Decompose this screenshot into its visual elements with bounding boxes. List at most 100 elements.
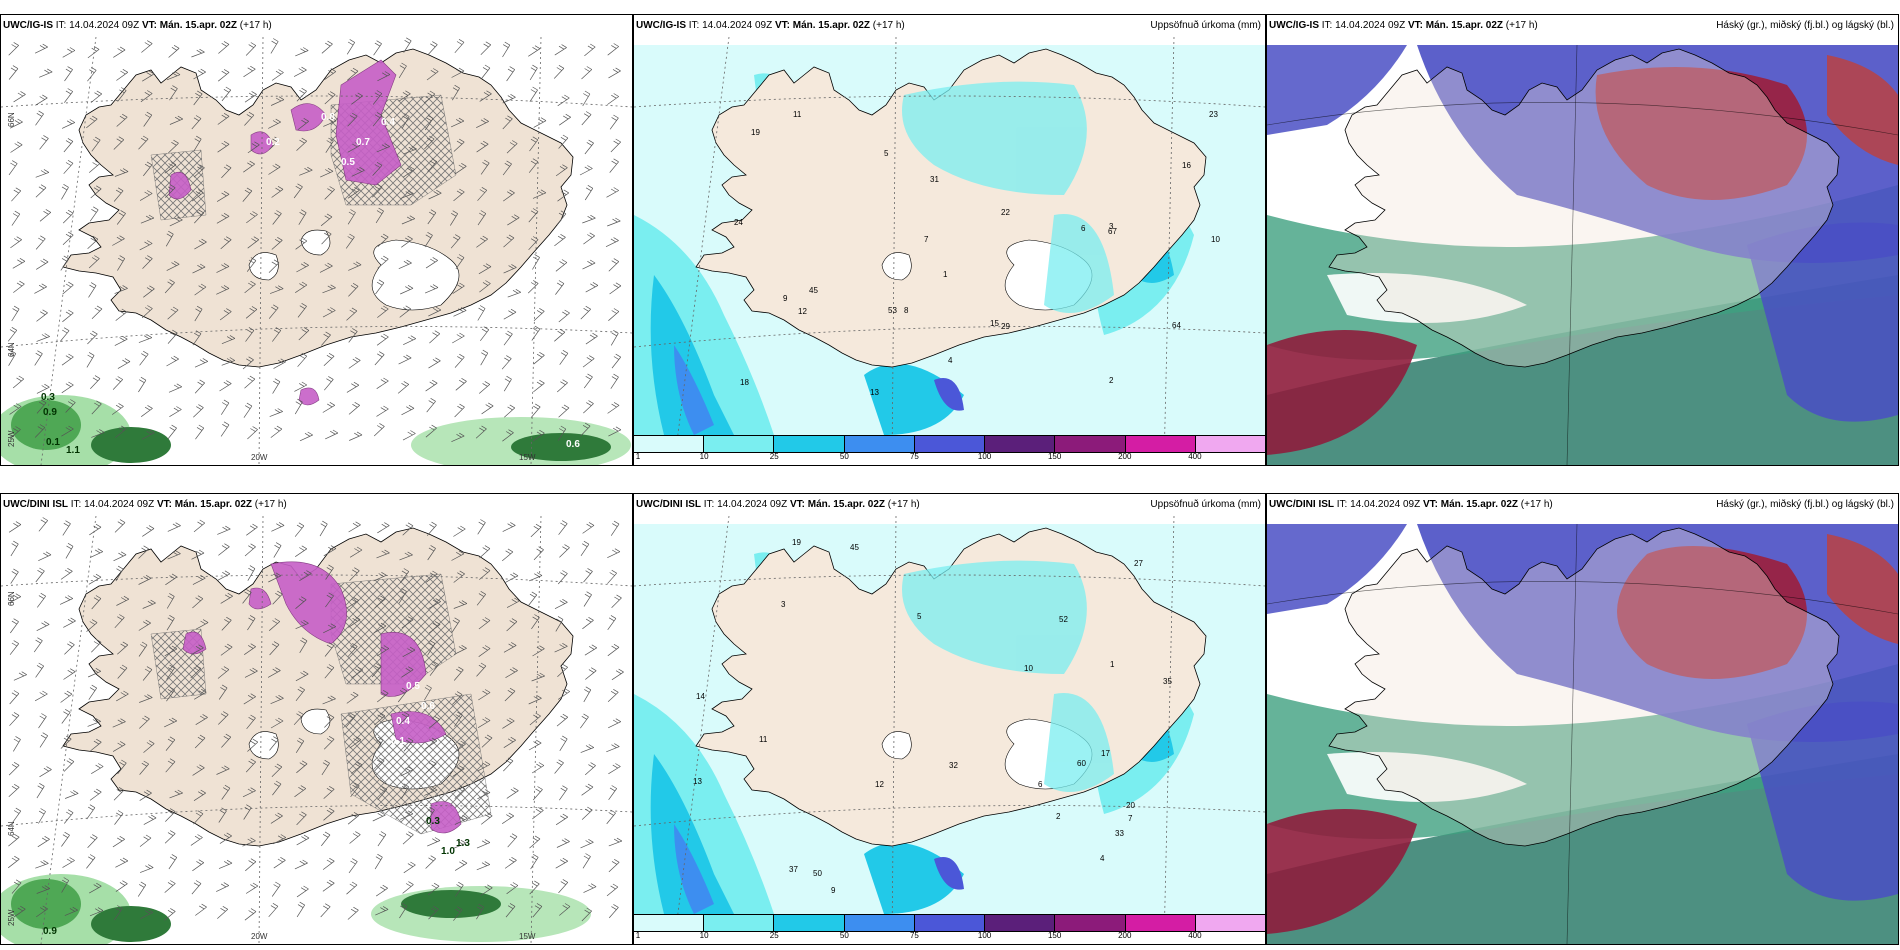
panel-header: UWC/IG-IS IT: 14.04.2024 09Z VT: Mán. 15… [1,15,632,37]
panel-precip-dini: 5 4 1 2 3 6 7 9 10 11 12 13 14 17 19 20 27 32 33 35 37 45 50 52… [633,493,1266,945]
precip-amount: 1 [1110,660,1115,669]
precip-legend: 1 10 25 50 75 100 150 200 400 [634,435,1265,465]
legend-level: 50 [839,452,849,461]
legend-level: 200 [1118,931,1132,940]
snow-shower-areas [182,561,462,834]
legend-swatch [985,915,1056,931]
high-cloud [1267,534,1898,934]
precip-amount: 12 [798,307,807,316]
lat-label-66n: 66N [7,112,16,127]
precip-amount: 33 [1115,829,1124,838]
precip-amount: 3 [1109,222,1114,231]
lon-label-20w: 20W [251,453,268,462]
init-time-label: IT: [703,499,715,510]
precip-value-labels: 0.3 0.9 0.1 1.1 0.6 0.4 0.70.5 0.8 0.2 [41,112,580,456]
legend-swatch [914,436,986,452]
precip-amount: 4 [1100,854,1105,863]
convective-precip-areas [1,395,631,465]
lon-label-20w: 20W [251,932,268,941]
valid-time-label: VT: [1422,499,1438,510]
valid-time: Mán. 15.apr. 02Z [807,499,886,510]
legend-swatch [704,436,775,452]
panel-title: Uppsöfnuð úrkoma (mm) [1150,20,1261,31]
init-time-label: IT: [55,20,67,31]
cloud-map [1267,15,1898,465]
legend-level: 75 [909,452,919,461]
panel-title: Uppsöfnuð úrkoma (mm) [1150,499,1261,510]
precip-amount: 23 [1209,110,1218,119]
precip-amount: 32 [949,761,958,770]
convective-precip-areas [1,874,591,944]
precip-amount: 37 [789,865,798,874]
value-label: 0.8 [321,112,335,123]
model-name: UWC/DINI ISL [1269,499,1334,510]
lead-time: (+17 h) [872,20,905,31]
lead-time: (+17 h) [1505,20,1538,31]
value-label: 0.3 [426,816,440,827]
legend-swatch [774,915,845,931]
precip-amount: 3 [781,600,786,609]
legend-swatch [844,436,915,452]
precip-amount: 45 [809,286,818,295]
valid-time-label: VT: [789,499,805,510]
precip-amount: 13 [870,388,879,397]
panel-header: UWC/DINI ISL IT: 14.04.2024 09Z VT: Mán.… [1267,494,1898,516]
legend-level: 100 [977,931,992,940]
wind-barbs [7,517,624,922]
legend-swatch [1125,915,1196,931]
high-cloud [1267,55,1898,455]
precip-amount: 17 [1101,749,1110,758]
lead-time: (+17 h) [239,20,272,31]
legend-level: 1 [635,931,641,940]
value-label: 1.0 [441,846,455,857]
precip-amount: 14 [696,692,705,701]
precip-amount: 64 [1172,321,1181,330]
value-label: 0.1 [46,437,60,448]
lat-label-25w: 25W [7,909,16,926]
value-label: 1.3 [456,838,470,849]
panel-title: Háský (gr.), miðský (fj.bl.) og lágský (… [1716,499,1894,510]
init-time-label: IT: [1321,20,1333,31]
precip-amount: 9 [831,886,836,895]
legend-swatch [1055,915,1126,931]
precip-amount: 67 [1108,227,1117,236]
precip-legend: 1 10 25 50 75 100 150 200 400 [634,914,1265,944]
precip-amount: 9 [783,294,788,303]
precip-amount: 2 [1056,812,1061,821]
legend-colorbar [634,435,1265,453]
precip-amount: 10 [1024,664,1033,673]
model-name: UWC/IG-IS [636,20,686,31]
lat-label-64n: 64N [7,821,16,836]
precip-amount: 24 [734,218,743,227]
legend-swatch [914,915,986,931]
precip-amount: 2 [1109,376,1114,385]
legend-level: 100 [977,452,992,461]
value-label: 0.5 [406,681,420,692]
precip-amount: 1 [943,270,948,279]
precip-amount: 7 [1128,814,1133,823]
precip-map: 5412367910111213141719202732333537455052… [634,494,1265,944]
valid-time: Mán. 15.apr. 02Z [1425,20,1504,31]
legend-level: 150 [1047,931,1062,940]
legend-level: 200 [1118,452,1132,461]
init-time: 14.04.2024 09Z [1335,20,1406,31]
precip-amount: 18 [740,378,749,387]
lead-time: (+17 h) [1520,499,1553,510]
legend-swatch [634,436,705,452]
legend-level: 10 [699,931,709,940]
precip-amount: 13 [693,777,702,786]
init-time-label: IT: [70,499,82,510]
precip-amount: 5 [917,612,922,621]
precip-amount: 31 [930,175,939,184]
iceland-outline [1328,48,1840,368]
legend-level: 25 [769,452,779,461]
value-label: 0.4 [396,716,410,727]
legend-level: 150 [1047,452,1062,461]
legend-swatch [704,915,775,931]
panel-header: UWC/DINI ISL IT: 14.04.2024 09Z VT: Mán.… [1,494,632,516]
valid-time: Mán. 15.apr. 02Z [1440,499,1519,510]
init-time: 14.04.2024 09Z [702,20,773,31]
wind-map: 0.9 1.01.3 0.3 0.5 0.4 0.1 0.6 [1,494,632,944]
precip-amount: 50 [813,869,822,878]
lead-time: (+17 h) [887,499,920,510]
